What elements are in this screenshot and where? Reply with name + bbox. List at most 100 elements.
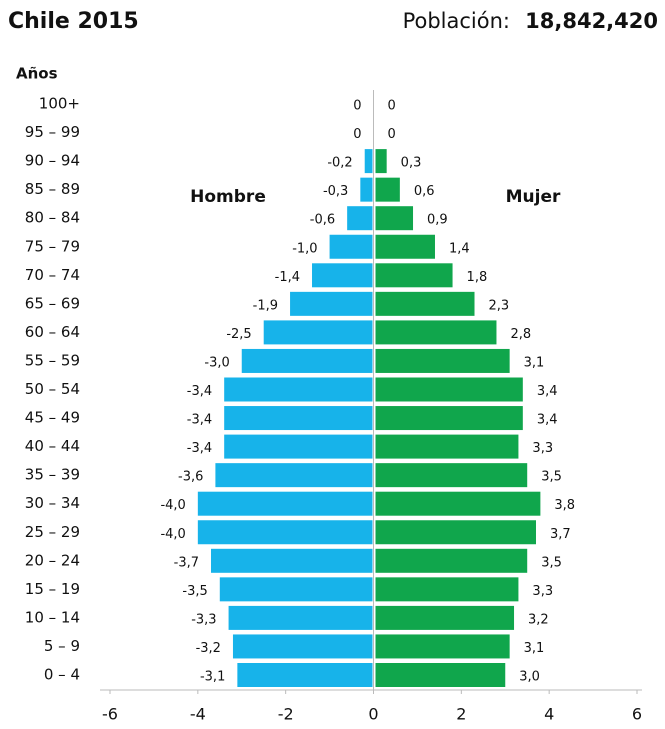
- bar: [375, 177, 400, 202]
- bar: [215, 463, 373, 488]
- bar: [224, 377, 373, 402]
- bar: [375, 548, 528, 573]
- value-label: -0,6: [310, 213, 335, 228]
- bar: [237, 663, 373, 687]
- y-tick-label: 90 – 94: [25, 152, 80, 170]
- bar: [375, 377, 523, 402]
- bar: [375, 348, 510, 373]
- y-tick-label: 10 – 14: [25, 608, 80, 626]
- bar: [375, 605, 515, 630]
- bar: [197, 491, 373, 516]
- bar: [312, 263, 373, 288]
- value-label: 0: [388, 127, 396, 142]
- value-label: 3,3: [532, 441, 553, 456]
- y-tick-label: 60 – 64: [25, 323, 80, 341]
- value-label: -3,6: [178, 470, 203, 485]
- bar: [263, 320, 373, 345]
- value-label: -3,4: [187, 384, 212, 399]
- value-label: -3,4: [187, 441, 212, 456]
- y-axis-label: Años: [16, 65, 58, 83]
- y-tick-label: 30 – 34: [25, 494, 80, 512]
- value-label: 0: [388, 99, 396, 114]
- y-tick-label: 70 – 74: [25, 266, 80, 284]
- bar: [224, 406, 373, 431]
- value-label: 3,3: [532, 584, 553, 599]
- x-tick-label: -6: [102, 705, 118, 724]
- bar: [241, 348, 373, 373]
- value-label: -0,3: [323, 184, 348, 199]
- bar: [211, 548, 373, 573]
- bar: [375, 206, 414, 231]
- value-label: 0: [353, 127, 361, 142]
- bar: [375, 520, 536, 545]
- x-tick-label: -2: [278, 705, 294, 724]
- value-label: -3,2: [196, 641, 221, 656]
- value-label: 3,2: [528, 612, 549, 627]
- population-label: Población:: [403, 9, 510, 33]
- series-label: Mujer: [506, 187, 561, 207]
- value-label: -3,0: [204, 355, 229, 370]
- value-label: 3,4: [537, 413, 558, 428]
- bar: [219, 577, 373, 602]
- value-label: 3,7: [550, 527, 571, 542]
- bar: [375, 577, 519, 602]
- value-label: 0,9: [427, 213, 448, 228]
- value-label: 1,4: [449, 241, 470, 256]
- value-label: 2,8: [510, 327, 531, 342]
- value-label: 0,6: [414, 184, 435, 199]
- value-label: -3,5: [182, 584, 207, 599]
- x-tick-label: 4: [544, 705, 554, 724]
- series-label: Hombre: [190, 187, 266, 207]
- value-label: -4,0: [160, 527, 185, 542]
- value-label: -2,5: [226, 327, 251, 342]
- value-label: 1,8: [467, 270, 488, 285]
- value-label: -3,4: [187, 413, 212, 428]
- bar: [232, 634, 373, 659]
- value-label: 3,4: [537, 384, 558, 399]
- bar: [224, 434, 373, 459]
- bar: [375, 263, 453, 288]
- bar: [375, 634, 510, 659]
- value-label: -1,0: [292, 241, 317, 256]
- y-tick-label: 85 – 89: [25, 180, 80, 198]
- bar: [375, 234, 435, 259]
- bar: [375, 149, 387, 174]
- bar: [347, 206, 373, 231]
- bar: [375, 663, 506, 687]
- x-tick-label: -4: [190, 705, 206, 724]
- y-tick-label: 45 – 49: [25, 409, 80, 427]
- bar: [329, 234, 373, 259]
- y-tick-label: 0 – 4: [44, 666, 80, 684]
- value-label: 0: [353, 99, 361, 114]
- value-label: -4,0: [160, 498, 185, 513]
- y-tick-label: 40 – 44: [25, 437, 80, 455]
- y-tick-label: 95 – 99: [25, 123, 80, 141]
- value-label: -3,3: [191, 612, 216, 627]
- value-label: -3,7: [174, 555, 199, 570]
- y-tick-label: 15 – 19: [25, 580, 80, 598]
- y-tick-label: 65 – 69: [25, 294, 80, 312]
- value-label: -1,4: [275, 270, 300, 285]
- bar: [375, 463, 528, 488]
- value-label: 3,1: [524, 641, 545, 656]
- value-label: 3,8: [554, 498, 575, 513]
- bar: [360, 177, 373, 202]
- value-label: 3,1: [524, 355, 545, 370]
- bar: [375, 320, 497, 345]
- y-tick-label: 75 – 79: [25, 237, 80, 255]
- y-tick-label: 20 – 24: [25, 551, 80, 569]
- population-value: 18,842,420: [525, 9, 658, 33]
- x-tick-label: 0: [368, 705, 378, 724]
- value-label: 3,5: [541, 470, 562, 485]
- bar: [290, 291, 373, 316]
- x-tick-label: 2: [456, 705, 466, 724]
- value-label: 3,0: [519, 670, 540, 685]
- value-label: 2,3: [489, 298, 510, 313]
- bar: [375, 291, 475, 316]
- y-tick-label: 25 – 29: [25, 523, 80, 541]
- y-tick-label: 5 – 9: [44, 637, 80, 655]
- bar: [364, 149, 373, 174]
- y-tick-label: 55 – 59: [25, 351, 80, 369]
- y-tick-label: 100+: [39, 95, 80, 113]
